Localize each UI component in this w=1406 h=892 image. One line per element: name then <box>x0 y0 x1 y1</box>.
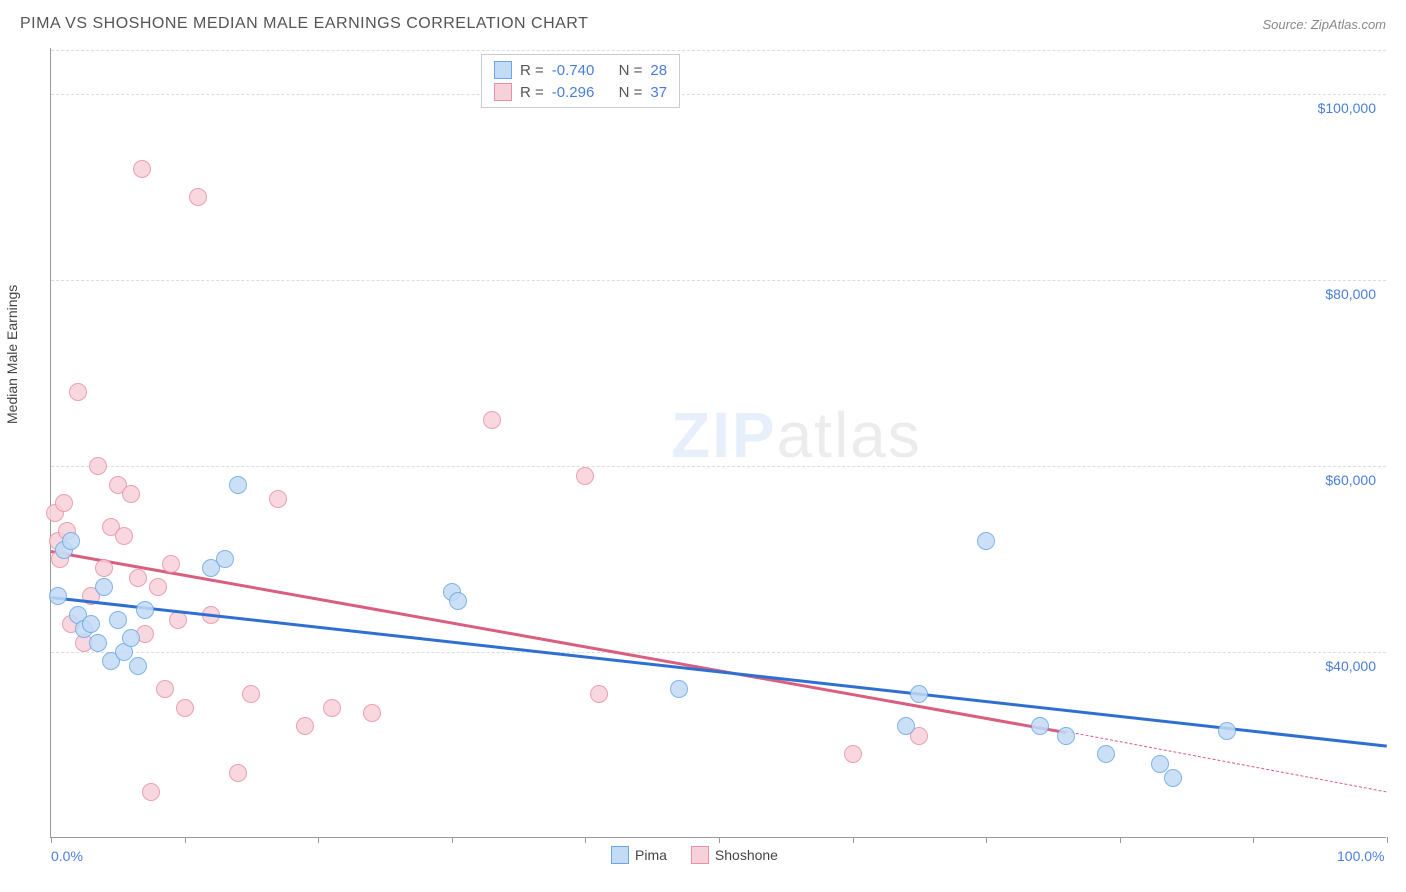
data-point-pima <box>49 587 67 605</box>
y-tick-label: $80,000 <box>1325 286 1376 302</box>
watermark-light: atlas <box>777 399 922 471</box>
x-tick <box>1387 837 1388 843</box>
data-point-pima <box>1164 769 1182 787</box>
data-point-pima <box>977 532 995 550</box>
data-point-shoshone <box>296 717 314 735</box>
data-point-shoshone <box>229 764 247 782</box>
data-point-shoshone <box>156 680 174 698</box>
data-point-shoshone <box>133 160 151 178</box>
x-tick <box>986 837 987 843</box>
series-legend-label: Pima <box>635 847 667 863</box>
data-point-pima <box>449 592 467 610</box>
legend-r-label: R = <box>520 84 544 101</box>
data-point-pima <box>1218 722 1236 740</box>
legend-swatch <box>494 83 512 101</box>
data-point-shoshone <box>363 704 381 722</box>
data-point-shoshone <box>55 494 73 512</box>
chart-source: Source: ZipAtlas.com <box>1262 17 1386 32</box>
data-point-shoshone <box>176 699 194 717</box>
data-point-shoshone <box>122 485 140 503</box>
series-legend-item: Shoshone <box>691 846 778 864</box>
x-tick <box>185 837 186 843</box>
data-point-shoshone <box>844 745 862 763</box>
x-tick <box>853 837 854 843</box>
x-tick <box>1120 837 1121 843</box>
y-axis-label: Median Male Earnings <box>4 285 20 424</box>
legend-swatch <box>611 846 629 864</box>
data-point-pima <box>1057 727 1075 745</box>
series-legend: Pima Shoshone <box>611 846 778 864</box>
y-tick-label: $100,000 <box>1318 100 1376 116</box>
series-legend-label: Shoshone <box>715 847 778 863</box>
x-tick <box>1253 837 1254 843</box>
legend-swatch <box>691 846 709 864</box>
y-tick-label: $40,000 <box>1325 658 1376 674</box>
trend-line <box>51 596 1387 748</box>
data-point-pima <box>89 634 107 652</box>
trend-line <box>51 550 1067 734</box>
x-tick-label: 100.0% <box>1337 848 1384 864</box>
data-point-pima <box>62 532 80 550</box>
chart-container: PIMA VS SHOSHONE MEDIAN MALE EARNINGS CO… <box>0 0 1406 892</box>
data-point-shoshone <box>149 578 167 596</box>
data-point-shoshone <box>89 457 107 475</box>
chart-header: PIMA VS SHOSHONE MEDIAN MALE EARNINGS CO… <box>0 0 1406 48</box>
data-point-shoshone <box>483 411 501 429</box>
x-tick-label: 0.0% <box>51 848 83 864</box>
data-point-shoshone <box>142 783 160 801</box>
legend-swatch <box>494 61 512 79</box>
y-tick-label: $60,000 <box>1325 472 1376 488</box>
gridline <box>51 466 1386 467</box>
data-point-pima <box>136 601 154 619</box>
legend-n-label: N = <box>619 62 643 79</box>
data-point-pima <box>129 657 147 675</box>
gridline <box>51 280 1386 281</box>
data-point-shoshone <box>95 559 113 577</box>
data-point-shoshone <box>129 569 147 587</box>
correlation-legend: R = -0.740 N = 28 R = -0.296 N = 37 <box>481 54 680 108</box>
data-point-pima <box>1097 745 1115 763</box>
x-tick <box>585 837 586 843</box>
legend-n-value: 37 <box>650 84 667 101</box>
data-point-shoshone <box>576 467 594 485</box>
chart-title: PIMA VS SHOSHONE MEDIAN MALE EARNINGS CO… <box>20 15 588 33</box>
x-tick <box>452 837 453 843</box>
data-point-pima <box>216 550 234 568</box>
data-point-shoshone <box>269 490 287 508</box>
data-point-pima <box>910 685 928 703</box>
correlation-legend-row: R = -0.740 N = 28 <box>494 59 667 81</box>
watermark: ZIPatlas <box>671 398 922 472</box>
legend-r-value: -0.296 <box>552 84 595 101</box>
data-point-shoshone <box>590 685 608 703</box>
series-legend-item: Pima <box>611 846 667 864</box>
data-point-pima <box>670 680 688 698</box>
gridline <box>51 652 1386 653</box>
correlation-legend-row: R = -0.296 N = 37 <box>494 81 667 103</box>
data-point-pima <box>1031 717 1049 735</box>
data-point-pima <box>82 615 100 633</box>
data-point-shoshone <box>242 685 260 703</box>
data-point-shoshone <box>323 699 341 717</box>
legend-r-label: R = <box>520 62 544 79</box>
data-point-pima <box>229 476 247 494</box>
legend-n-value: 28 <box>650 62 667 79</box>
data-point-pima <box>122 629 140 647</box>
data-point-shoshone <box>115 527 133 545</box>
data-point-shoshone <box>189 188 207 206</box>
x-tick <box>719 837 720 843</box>
x-tick <box>51 837 52 843</box>
data-point-shoshone <box>162 555 180 573</box>
legend-n-label: N = <box>619 84 643 101</box>
gridline <box>51 94 1386 95</box>
gridline <box>51 50 1386 51</box>
data-point-pima <box>897 717 915 735</box>
data-point-pima <box>109 611 127 629</box>
plot-area: ZIPatlas $40,000$60,000$80,000$100,0000.… <box>50 48 1386 838</box>
legend-r-value: -0.740 <box>552 62 595 79</box>
watermark-bold: ZIP <box>671 399 777 471</box>
data-point-pima <box>95 578 113 596</box>
x-tick <box>318 837 319 843</box>
data-point-shoshone <box>69 383 87 401</box>
